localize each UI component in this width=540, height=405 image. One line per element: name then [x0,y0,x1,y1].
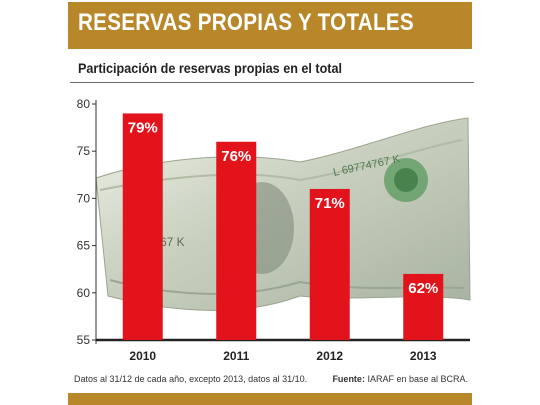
x-tick-label-2012: 2012 [316,349,343,363]
y-tick-label: 65 [77,239,91,253]
chart-header-title: RESERVAS PROPIAS Y TOTALES [78,9,414,36]
bar-2011 [216,141,257,340]
title-divider [70,82,474,83]
y-tick-label: 70 [77,191,91,205]
y-tick-label: 60 [77,286,91,300]
x-tick-label-2013: 2013 [410,349,437,363]
y-tick-label: 75 [77,144,91,158]
bill-serial-left: 67 K [160,235,185,249]
x-tick-label-2011: 2011 [223,349,249,363]
data-label-2010: 79% [128,119,158,136]
header-bar [68,2,472,49]
y-tick-label: 80 [77,97,91,111]
bar-2013 [403,273,444,340]
bar-2010 [122,113,163,340]
bottom-bar [68,393,472,405]
x-tick-label-2010: 2010 [129,349,156,363]
data-label-2011: 76% [221,148,251,165]
bar-2012 [309,188,350,340]
source-label: Fuente: [332,374,365,384]
data-label-2013: 62% [408,280,438,297]
y-tick-label: 55 [77,333,91,347]
data-label-2012: 71% [315,195,345,212]
source-note: Fuente: IARAF en base al BCRA. [332,374,468,384]
footnote: Datos al 31/12 de cada año, excepto 2013… [74,374,308,384]
source-text: IARAF en base al BCRA. [367,374,468,384]
chart-title: Participación de reservas propias en el … [78,60,343,76]
